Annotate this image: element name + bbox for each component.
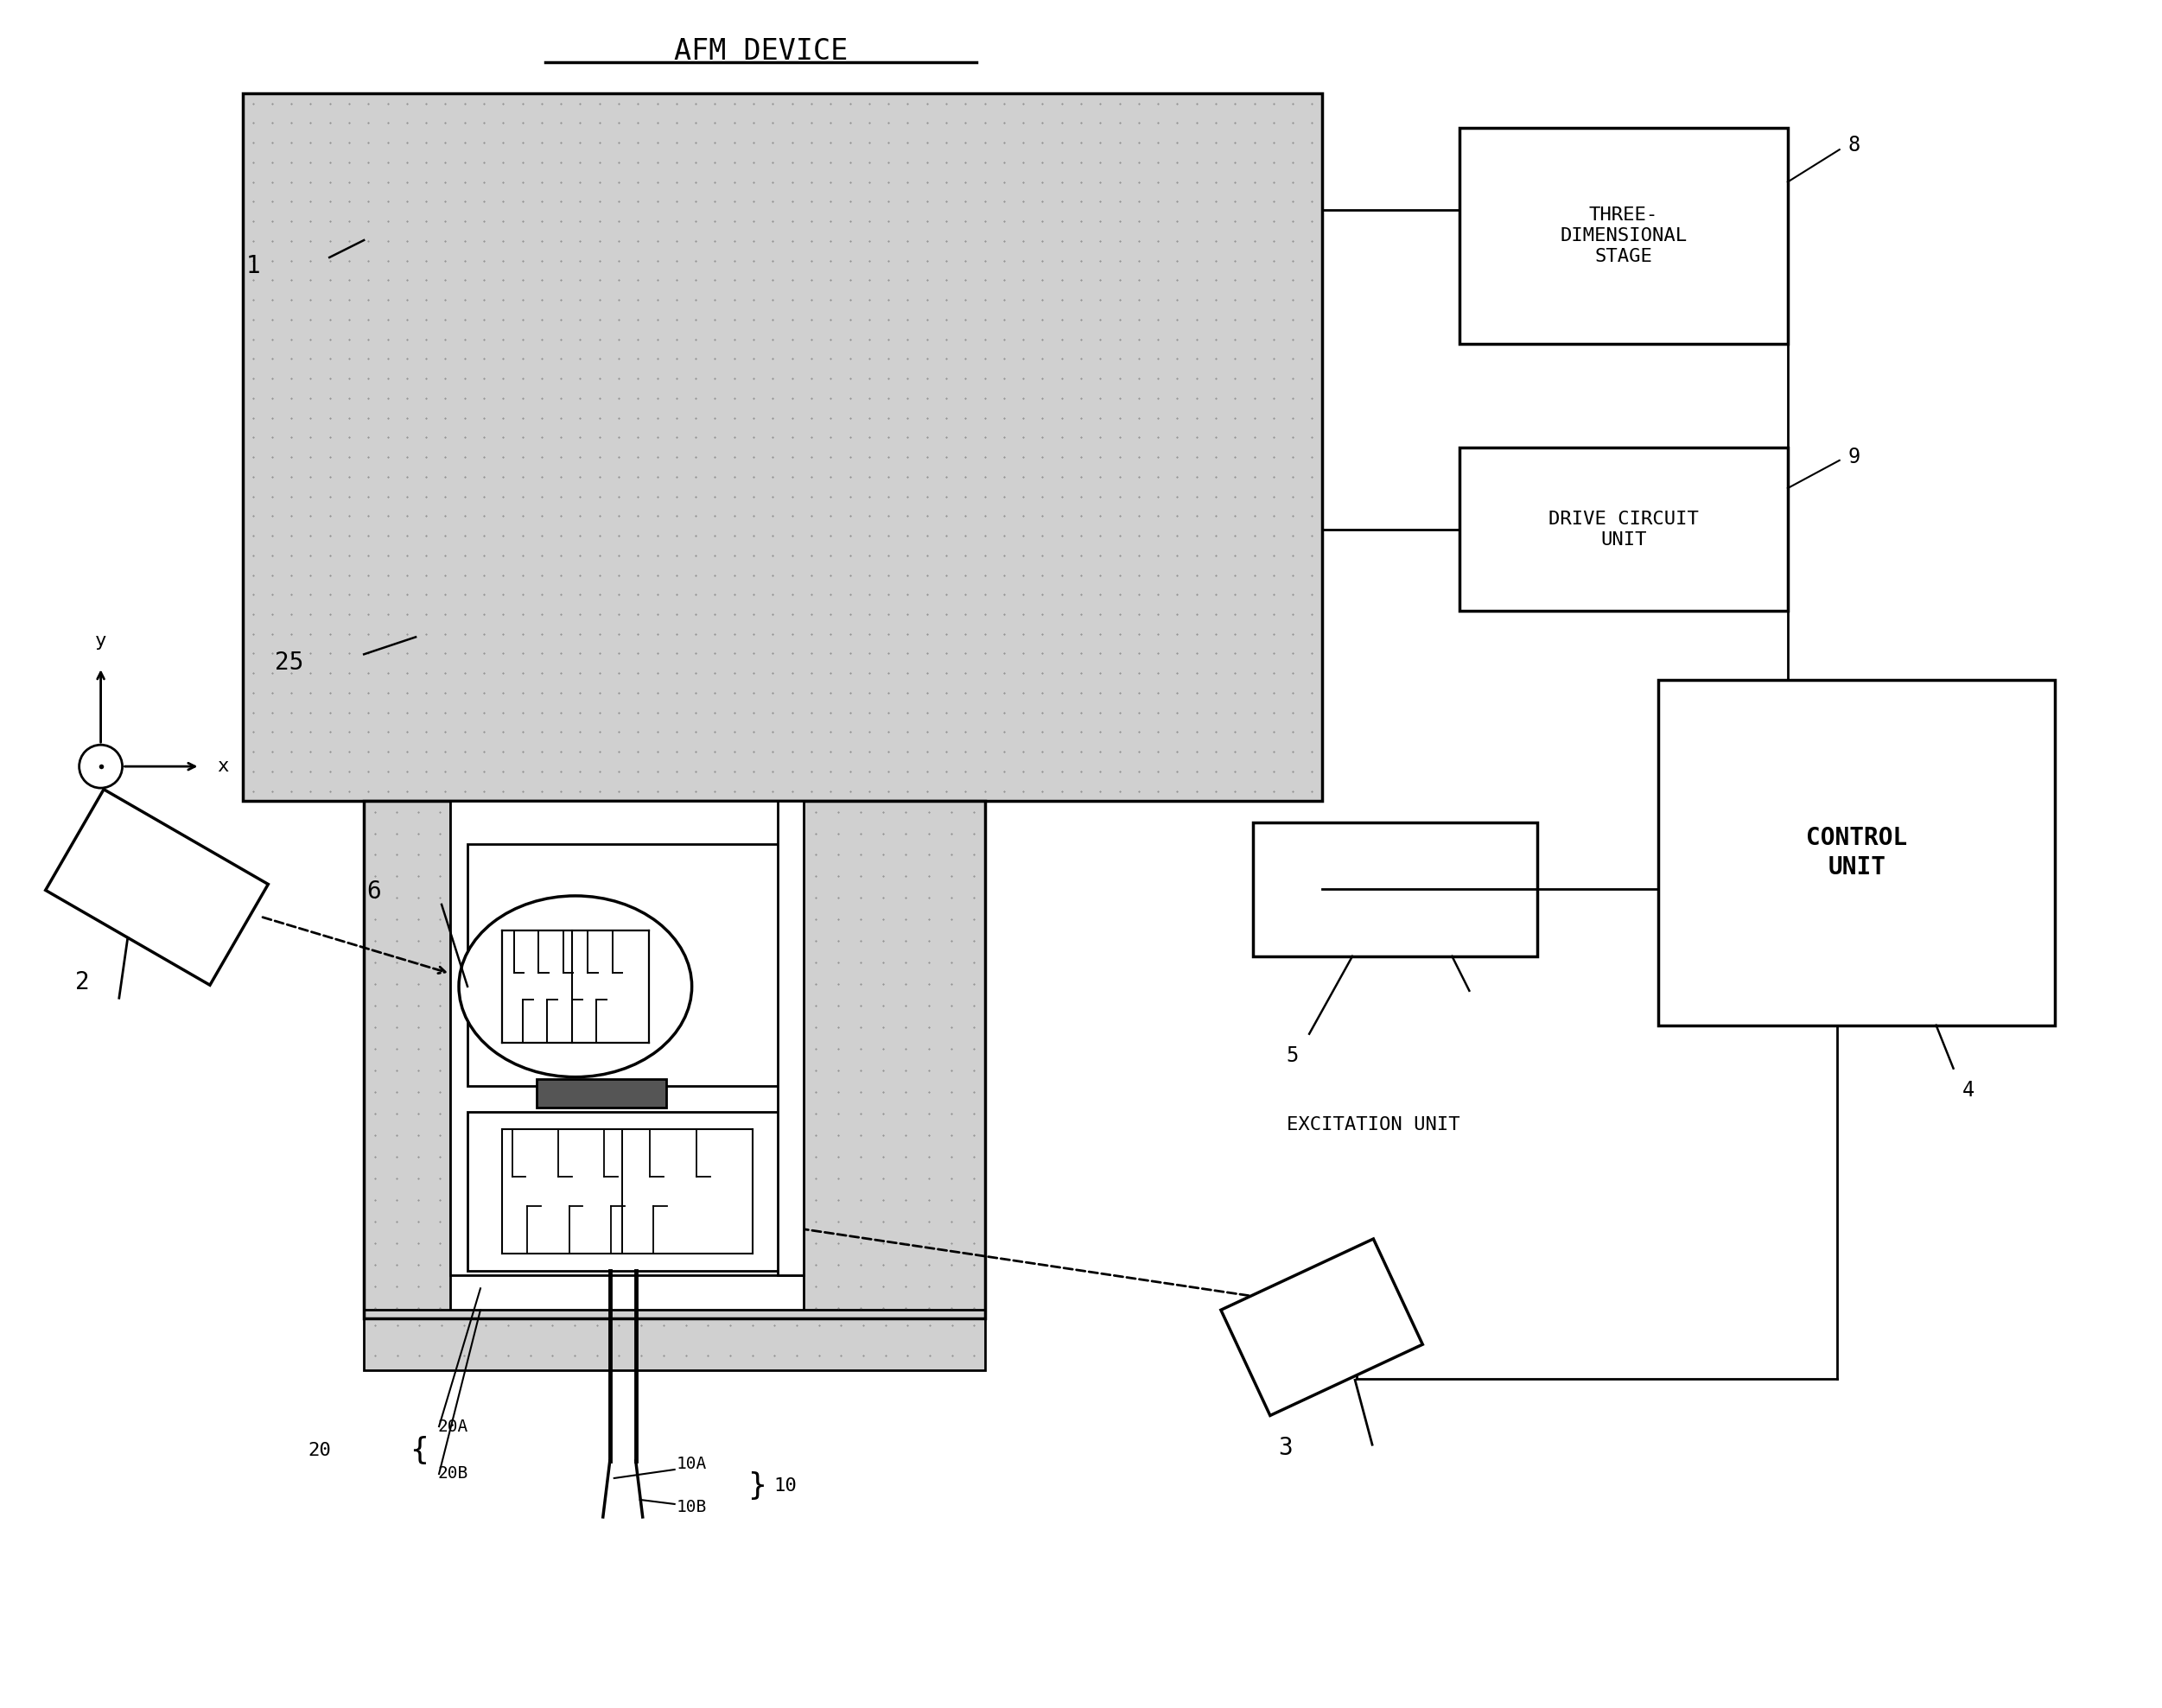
Bar (467, 844, 787, 1086)
Text: 9: 9 (1849, 447, 1861, 468)
Text: EXCITATION UNIT: EXCITATION UNIT (1286, 1115, 1459, 1132)
Bar (778, 801, 804, 1276)
Bar (1459, 447, 1788, 611)
Text: x: x (216, 758, 229, 775)
Bar (1459, 128, 1788, 343)
Text: 10B: 10B (677, 1500, 707, 1515)
Bar (363, 801, 450, 1319)
Text: 3: 3 (1278, 1436, 1293, 1460)
Text: 2: 2 (76, 970, 89, 994)
Text: CONTROL
UNIT: CONTROL UNIT (1805, 825, 1907, 880)
Text: 8: 8 (1849, 135, 1861, 155)
Bar (363, 1310, 986, 1370)
Bar (242, 94, 1321, 801)
Text: {: { (411, 1436, 428, 1465)
Text: AFM DEVICE: AFM DEVICE (675, 38, 848, 67)
Bar (1252, 823, 1537, 956)
Text: 20: 20 (307, 1442, 331, 1459)
Ellipse shape (458, 895, 692, 1078)
Text: 6: 6 (368, 880, 381, 904)
Polygon shape (45, 789, 268, 986)
Text: 5: 5 (1286, 1045, 1299, 1066)
Text: 10: 10 (774, 1477, 798, 1494)
Text: }: } (748, 1471, 765, 1501)
Text: 20A: 20A (437, 1418, 467, 1435)
Polygon shape (1222, 1238, 1423, 1416)
Text: THREE-
DIMENSIONAL
STAGE: THREE- DIMENSIONAL STAGE (1561, 207, 1686, 265)
Text: 4: 4 (1963, 1079, 1974, 1100)
Text: 20B: 20B (437, 1465, 467, 1483)
Bar (450, 801, 804, 1276)
Text: 10A: 10A (677, 1455, 707, 1472)
Bar (536, 1079, 666, 1107)
Bar (1658, 680, 2056, 1025)
Text: 25: 25 (275, 651, 303, 675)
Bar (804, 801, 986, 1319)
Bar (363, 801, 986, 1319)
Text: DRIVE CIRCUIT
UNIT: DRIVE CIRCUIT UNIT (1548, 511, 1699, 548)
Text: y: y (95, 632, 106, 651)
Text: 1: 1 (246, 254, 259, 278)
Bar (467, 1112, 787, 1271)
